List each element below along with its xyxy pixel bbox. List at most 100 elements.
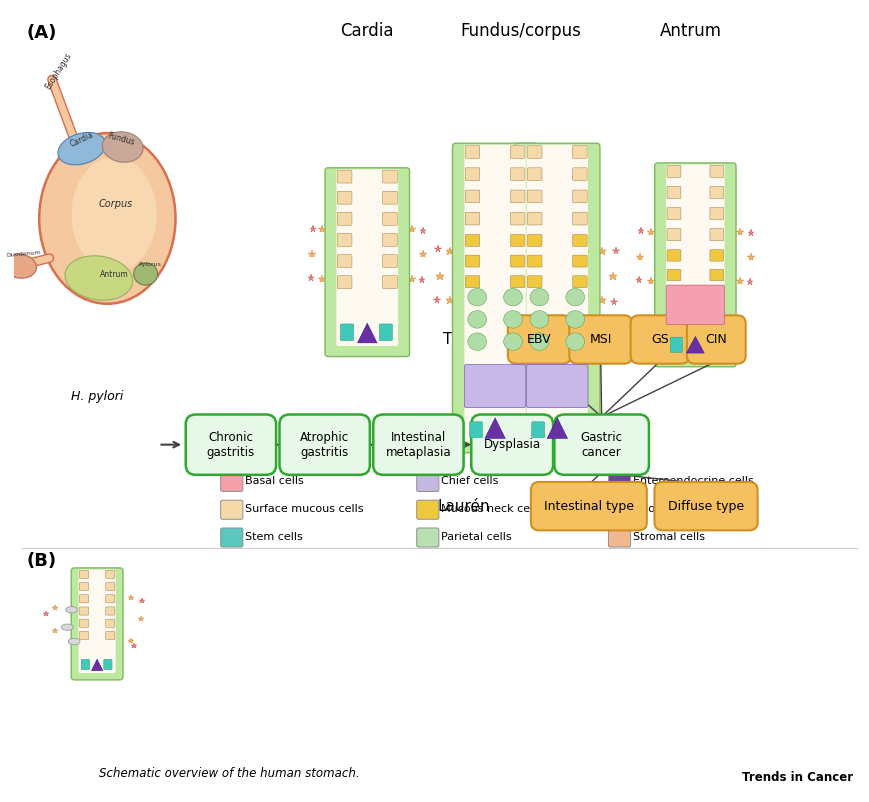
FancyBboxPatch shape — [666, 164, 724, 356]
FancyBboxPatch shape — [469, 422, 481, 438]
Text: Antrum: Antrum — [100, 269, 129, 278]
FancyBboxPatch shape — [105, 595, 115, 603]
Text: Myofibroblast: Myofibroblast — [633, 504, 707, 514]
Polygon shape — [547, 418, 567, 439]
FancyBboxPatch shape — [464, 145, 525, 442]
FancyBboxPatch shape — [81, 659, 90, 670]
FancyBboxPatch shape — [465, 146, 479, 158]
FancyBboxPatch shape — [667, 229, 680, 241]
FancyBboxPatch shape — [465, 213, 479, 225]
FancyBboxPatch shape — [510, 168, 524, 180]
Text: H. pylori: H. pylori — [71, 390, 123, 403]
FancyBboxPatch shape — [630, 315, 688, 363]
FancyBboxPatch shape — [667, 269, 680, 281]
Ellipse shape — [565, 289, 584, 306]
Text: Parietal cells: Parietal cells — [441, 532, 512, 541]
Text: Schematic overview of the human stomach.: Schematic overview of the human stomach. — [99, 768, 359, 780]
FancyBboxPatch shape — [669, 337, 681, 352]
FancyBboxPatch shape — [78, 569, 116, 673]
Ellipse shape — [529, 310, 548, 328]
FancyBboxPatch shape — [510, 234, 524, 246]
FancyBboxPatch shape — [105, 631, 115, 639]
FancyBboxPatch shape — [105, 570, 115, 578]
FancyBboxPatch shape — [607, 500, 630, 519]
FancyBboxPatch shape — [186, 415, 275, 475]
Text: Corpus: Corpus — [99, 199, 133, 209]
Ellipse shape — [3, 254, 36, 278]
FancyBboxPatch shape — [337, 233, 352, 246]
Text: Surface mucous cells: Surface mucous cells — [245, 504, 363, 514]
FancyBboxPatch shape — [572, 190, 587, 203]
Ellipse shape — [65, 606, 77, 613]
Ellipse shape — [65, 256, 132, 300]
Text: GS: GS — [650, 333, 668, 346]
FancyBboxPatch shape — [568, 315, 632, 363]
FancyBboxPatch shape — [607, 528, 630, 547]
Ellipse shape — [503, 310, 521, 328]
FancyBboxPatch shape — [686, 315, 745, 363]
Text: Gastric
cancer: Gastric cancer — [580, 431, 622, 459]
FancyBboxPatch shape — [607, 472, 630, 492]
Text: EBV: EBV — [527, 333, 551, 346]
Text: Mucous neck cells: Mucous neck cells — [441, 504, 542, 514]
FancyBboxPatch shape — [465, 190, 479, 203]
Ellipse shape — [58, 132, 105, 165]
FancyBboxPatch shape — [382, 254, 397, 268]
FancyBboxPatch shape — [340, 324, 353, 341]
Text: Pylorus: Pylorus — [138, 262, 162, 267]
FancyBboxPatch shape — [667, 186, 680, 199]
Text: Fundus: Fundus — [106, 132, 136, 147]
FancyBboxPatch shape — [471, 415, 553, 475]
FancyBboxPatch shape — [510, 190, 524, 203]
FancyBboxPatch shape — [653, 482, 757, 530]
Polygon shape — [91, 659, 103, 670]
FancyBboxPatch shape — [465, 234, 479, 246]
FancyBboxPatch shape — [527, 234, 541, 246]
FancyBboxPatch shape — [465, 255, 479, 267]
FancyBboxPatch shape — [382, 276, 397, 289]
FancyBboxPatch shape — [526, 145, 587, 442]
FancyBboxPatch shape — [709, 269, 723, 281]
FancyBboxPatch shape — [337, 276, 352, 289]
FancyBboxPatch shape — [709, 165, 723, 177]
Text: TCGA: TCGA — [442, 332, 484, 347]
FancyBboxPatch shape — [279, 415, 369, 475]
FancyBboxPatch shape — [79, 570, 89, 578]
Ellipse shape — [39, 133, 176, 304]
Ellipse shape — [103, 132, 143, 162]
FancyBboxPatch shape — [666, 286, 724, 325]
FancyBboxPatch shape — [221, 528, 242, 547]
FancyBboxPatch shape — [416, 472, 438, 492]
Ellipse shape — [503, 289, 521, 306]
FancyBboxPatch shape — [510, 255, 524, 267]
FancyBboxPatch shape — [325, 168, 409, 357]
Text: Trends in Cancer: Trends in Cancer — [741, 771, 852, 784]
FancyBboxPatch shape — [514, 144, 600, 453]
FancyBboxPatch shape — [452, 144, 537, 453]
FancyBboxPatch shape — [373, 415, 463, 475]
Ellipse shape — [565, 333, 584, 350]
FancyBboxPatch shape — [337, 213, 352, 225]
Text: (A): (A) — [26, 24, 56, 42]
FancyBboxPatch shape — [416, 500, 438, 519]
Text: Duodenum: Duodenum — [6, 250, 42, 258]
Text: (B): (B) — [26, 552, 56, 569]
FancyBboxPatch shape — [103, 659, 112, 670]
FancyBboxPatch shape — [572, 213, 587, 225]
Text: Chronic
gastritis: Chronic gastritis — [207, 431, 255, 459]
FancyBboxPatch shape — [667, 165, 680, 177]
FancyBboxPatch shape — [79, 582, 89, 590]
Text: Antrum: Antrum — [660, 22, 721, 39]
Text: Esophagus: Esophagus — [43, 51, 74, 91]
FancyBboxPatch shape — [510, 146, 524, 158]
FancyBboxPatch shape — [667, 208, 680, 220]
FancyBboxPatch shape — [510, 213, 524, 225]
Text: Intestinal type: Intestinal type — [543, 500, 634, 512]
Text: Cardia: Cardia — [340, 22, 394, 39]
FancyBboxPatch shape — [572, 276, 587, 288]
FancyBboxPatch shape — [527, 146, 541, 158]
FancyBboxPatch shape — [530, 482, 646, 530]
FancyBboxPatch shape — [382, 191, 397, 205]
Polygon shape — [484, 418, 505, 439]
FancyBboxPatch shape — [71, 568, 123, 680]
